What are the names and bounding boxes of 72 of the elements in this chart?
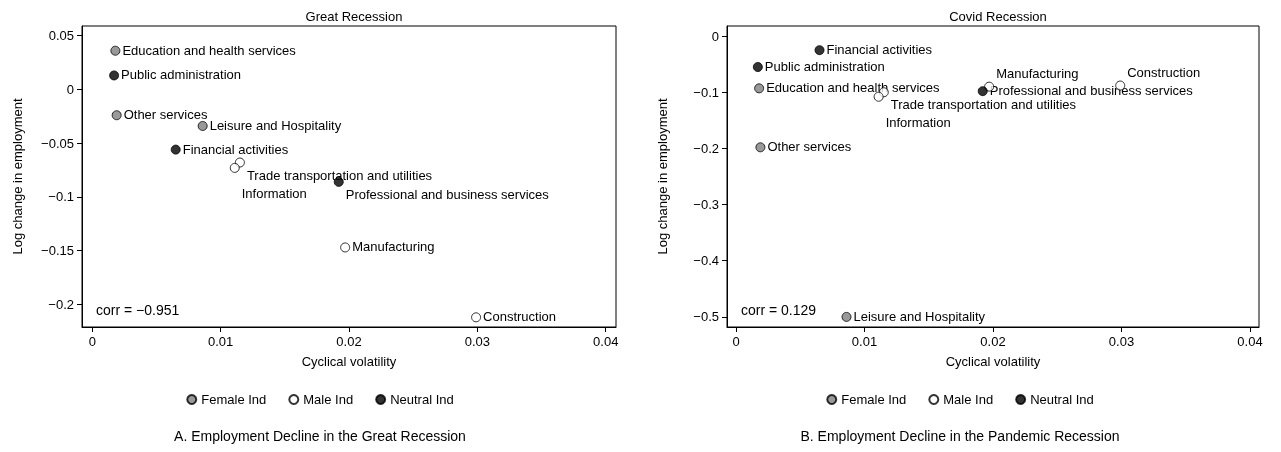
annotation: Information	[885, 114, 951, 130]
text: A. Employment Decline in the Great Recession	[174, 428, 466, 444]
legend-label: Female Ind	[201, 392, 267, 407]
y-axis-title: Log change in employment	[10, 98, 25, 255]
y-tick-label: 0.05	[48, 28, 74, 44]
x-tick-label: 0.01	[851, 334, 878, 349]
point	[814, 45, 825, 56]
y-tick-label: −0.05	[41, 135, 74, 151]
point	[109, 70, 120, 81]
x-tick-label: 0.04	[593, 334, 619, 349]
y-tick-label: −0.1	[48, 189, 74, 205]
legend-label: Male Ind	[303, 392, 354, 407]
x-tick-label: 0.01	[207, 334, 234, 349]
point	[841, 311, 852, 322]
legend-label: Neutral Ind	[1030, 392, 1094, 407]
point	[752, 62, 763, 72]
annotation: Financial activities	[182, 141, 289, 157]
point	[873, 91, 884, 102]
x-tick-label: 0.03	[1108, 334, 1135, 349]
y-axis-title: Log change in employment	[655, 98, 670, 255]
point	[977, 86, 988, 97]
y-tick-label: −0.4	[693, 253, 719, 269]
point	[111, 110, 122, 121]
text: B. Employment Decline in the Pandemic Recession	[800, 428, 1120, 444]
y-tick-label: 0	[711, 28, 719, 44]
y-tick-label: −0.2	[693, 140, 719, 156]
annotation: Information	[241, 185, 307, 201]
annotation: Other services	[123, 107, 208, 123]
annotation: Professional and business services	[989, 83, 1194, 99]
annotation: Trade transportation and utilities	[890, 97, 1077, 113]
annotation: Manufacturing	[352, 239, 435, 255]
x-tick-label: 0.03	[464, 334, 491, 349]
point	[197, 120, 208, 131]
point	[754, 83, 765, 94]
annotation: Public administration	[121, 67, 242, 83]
legend-label: Female Ind	[841, 392, 907, 407]
chart-title: Great Recession	[305, 9, 403, 24]
y-tick-label: −0.5	[693, 309, 719, 325]
x-tick-label: 0	[88, 334, 96, 349]
y-tick-label: −0.2	[48, 296, 74, 312]
y-tick-label: −0.15	[41, 243, 74, 259]
annotation: Professional and business services	[345, 186, 550, 202]
annotation: Education and health services	[122, 42, 297, 58]
y-tick-label: −0.1	[693, 84, 719, 100]
annotation: Public administration	[764, 58, 885, 74]
annotation: Other services	[767, 139, 852, 155]
x-tick-label: 0.02	[336, 334, 362, 349]
x-axis-title: Cyclical volatility	[301, 354, 397, 369]
annotation: Leisure and Hospitality	[209, 117, 342, 133]
point	[170, 144, 181, 155]
point	[755, 142, 766, 153]
y-tick-label: −0.3	[693, 197, 719, 213]
annotation: Leisure and Hospitality	[853, 308, 986, 324]
annotation: Construction	[1127, 64, 1201, 80]
annotation: corr = −0.951	[96, 302, 180, 318]
y-tick-label: 0	[66, 81, 74, 97]
point	[110, 45, 121, 56]
annotation: Education and health services	[766, 80, 941, 96]
annotation: corr = 0.129	[741, 302, 817, 318]
x-tick-label: 0.04	[1237, 334, 1263, 349]
x-tick-label: 0	[732, 334, 740, 349]
x-axis-title: Cyclical volatility	[945, 354, 1041, 369]
annotation: Construction	[483, 309, 557, 325]
annotation: Financial activities	[826, 42, 933, 58]
legend-label: Male Ind	[943, 392, 994, 407]
legend-label: Neutral Ind	[390, 392, 454, 407]
point	[471, 312, 482, 323]
annotation: Manufacturing	[996, 65, 1079, 81]
point	[340, 242, 351, 253]
point	[229, 162, 240, 173]
chart-title: Covid Recession	[949, 9, 1047, 24]
x-tick-label: 0.02	[980, 334, 1006, 349]
